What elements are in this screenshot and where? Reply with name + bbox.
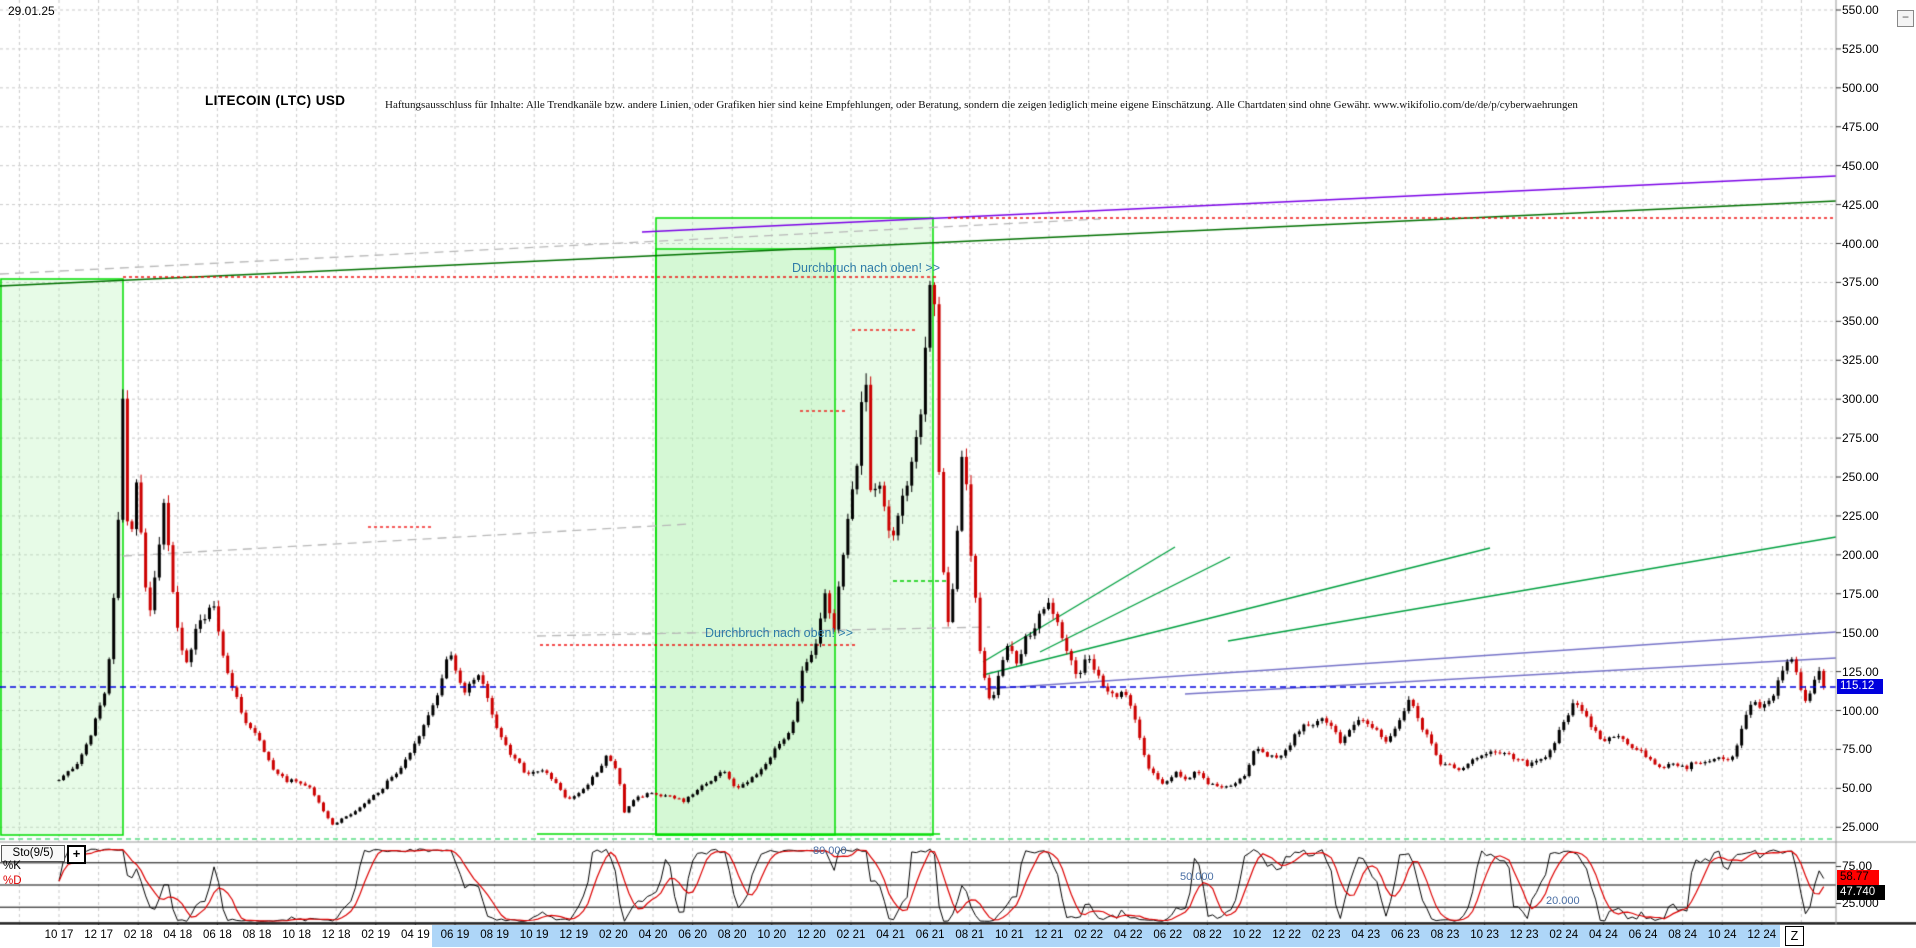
zoom-button[interactable]: Z [1785,926,1804,946]
stochastic-k-label: %K [3,860,21,872]
date-axis-label: 08 21 [955,929,985,941]
stochastic-k-value-badge: 58.77 [1837,870,1879,885]
current-price-badge: 115.12 [1837,679,1883,694]
price-axis-label: 400.00 [1842,236,1879,251]
date-axis-label: 04 20 [638,929,668,941]
date-axis-label: 10 21 [995,929,1024,941]
price-axis-label: 250.00 [1842,470,1879,484]
chart-date-stamp: 29.01.25 [8,4,55,18]
page-title: LITECOIN (LTC) USD [205,93,346,108]
date-axis-label: 06 23 [1391,929,1420,941]
date-axis-highlight [432,925,1780,947]
date-axis-label: 12 24 [1747,929,1777,941]
price-axis-label: 325.00 [1842,353,1879,368]
date-axis-label: 08 23 [1430,929,1460,941]
price-axis-label: 275.00 [1842,431,1879,446]
date-axis-label: 10 22 [1232,929,1262,941]
price-axis-label: 150.00 [1842,625,1879,640]
date-axis-label: 08 18 [242,929,272,941]
date-axis-label: 12 19 [559,929,589,941]
price-axis-label: 175.00 [1842,586,1879,601]
price-axis-label: 550.00 [1842,3,1879,17]
date-axis-label: 06 19 [440,929,470,941]
price-axis-label: 50.00 [1842,781,1873,796]
date-axis-label: 02 22 [1074,929,1103,941]
price-axis-label: 375.00 [1842,275,1879,290]
date-axis-label: 06 24 [1628,929,1658,941]
price-axis-label: 25.000 [1842,820,1879,835]
date-axis-label: 04 22 [1113,929,1143,941]
date-axis-label: 04 24 [1589,929,1618,941]
price-axis-label: 200.00 [1842,547,1879,562]
stochastic-axis-label: 75.00 [1842,859,1873,873]
date-axis-label: 12 18 [321,929,351,941]
date-axis-label: 04 19 [401,929,430,941]
stochastic-d-value-badge: 47.740 [1837,885,1885,900]
date-axis-label: 10 20 [757,929,787,941]
date-axis-label: 10 17 [44,929,74,941]
price-axis-label: 475.00 [1842,119,1879,134]
date-axis-label: 06 18 [203,929,232,941]
date-axis-label: 08 20 [717,929,747,941]
date-axis-label: 12 17 [84,929,113,941]
date-axis-label: 08 22 [1193,929,1222,941]
date-axis-label: 10 18 [282,929,311,941]
stochastic-d-label: %D [3,875,22,887]
price-axis-label: 500.00 [1842,80,1879,95]
disclaimer-text: Haftungsausschluss für Inhalte: Alle Tre… [385,99,1578,111]
date-axis-label: 04 23 [1351,929,1381,941]
date-axis-label: 02 21 [836,929,866,941]
date-axis-label: 12 22 [1272,929,1301,941]
date-axis-label: 08 19 [480,929,509,941]
date-axis-label: 02 19 [361,929,391,941]
minimize-icon[interactable]: − [1897,10,1914,27]
stochastic-level-label: 50.000 [1180,871,1214,883]
date-axis-label: 12 23 [1509,929,1539,941]
date-axis-label: 12 21 [1034,929,1064,941]
price-axis-label: 350.00 [1842,314,1879,329]
price-axis-label: 100.00 [1842,703,1879,718]
price-axis-label: 425.00 [1842,197,1879,212]
stochastic-indicator-label[interactable]: Sto(9/5) [1,845,65,862]
date-axis-label: 06 20 [678,929,707,941]
annotation-breakout-upper: Durchbruch nach oben! >> [792,261,941,275]
date-axis-label: 04 18 [163,929,193,941]
date-axis-label: 10 23 [1470,929,1499,941]
price-axis-label: 300.00 [1842,392,1879,407]
price-axis-label: 450.00 [1842,158,1879,173]
date-axis-label: 02 20 [599,929,628,941]
price-axis-label: 75.00 [1842,742,1873,757]
date-axis-label: 02 18 [123,929,153,941]
date-axis-label: 02 23 [1311,929,1341,941]
date-axis-label: 06 21 [915,929,945,941]
stochastic-level-label: 20.000 [1546,895,1580,907]
date-axis-label: 12 20 [797,929,826,941]
stochastic-level-label: 80.000 [813,845,847,857]
date-axis-label: 08 24 [1668,929,1697,941]
date-axis-label: 10 24 [1707,929,1737,941]
date-axis-label: 04 21 [876,929,905,941]
add-indicator-button[interactable]: + [67,845,86,864]
price-axis-label: 125.00 [1842,664,1879,679]
date-axis-label: 02 24 [1549,929,1579,941]
date-axis-label: 10 19 [519,929,549,941]
price-axis-label: 525.00 [1842,41,1879,56]
price-axis-label: 225.00 [1842,508,1879,523]
annotation-breakout-lower: Durchbruch nach oben! >> [705,626,854,640]
date-axis-label: 06 22 [1153,929,1183,941]
